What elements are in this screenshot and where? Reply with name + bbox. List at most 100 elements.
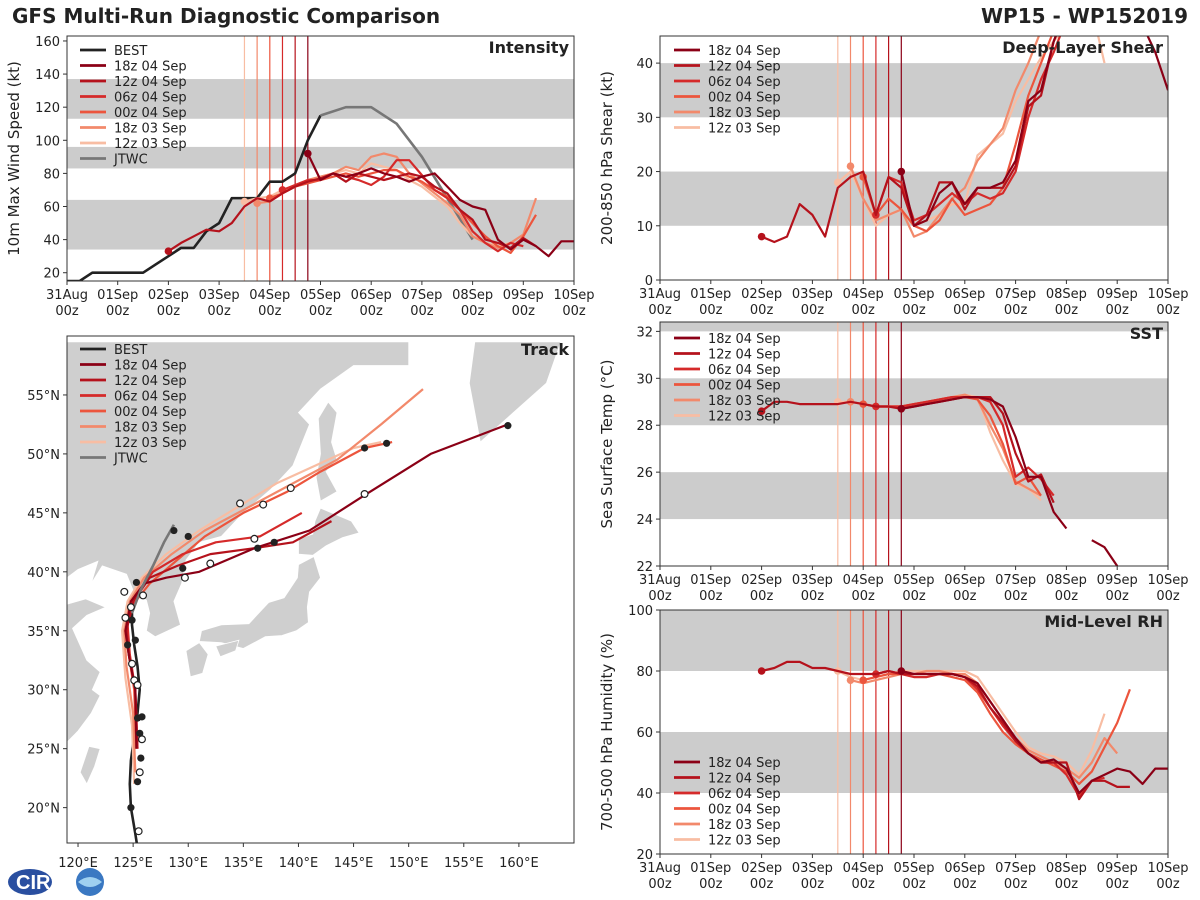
legend-label: 00z 04 Sep [708,803,781,818]
x-tick-label-hour: 00z [1055,877,1079,892]
y-tick-label: 40 [636,787,653,802]
series-start-marker [897,405,906,413]
y-axis-label: Sea Surface Temp (°C) [598,359,616,528]
y-tick-label: 140 [35,68,60,83]
panel-title: Track [521,340,569,359]
x-tick-label: 02Sep [741,287,782,302]
globe-swirl [78,877,102,887]
legend-label: 12z 03 Sep [708,122,781,137]
track-marker-filled [504,422,512,430]
track-marker-open [250,534,259,543]
y-tick-label: 30 [636,111,653,126]
legend-label: 12z 03 Sep [114,137,187,152]
legend-label: 18z 03 Sep [114,122,187,137]
x-tick-label-hour: 00z [902,589,926,604]
cira-logo: CIRA [8,868,104,896]
series-start-marker [757,667,766,675]
x-tick-label-hour: 00z [1004,589,1028,604]
lon-tick-label: 160°E [499,856,539,871]
x-tick-label: 04Sep [843,861,884,876]
best-track-line [67,114,322,281]
y-tick-label: 22 [636,560,653,575]
x-tick-label: 07Sep [995,573,1036,588]
track-marker-filled [270,538,278,546]
x-tick-label: 07Sep [995,861,1036,876]
series-line-3 [862,36,1053,233]
x-tick-label: 02Sep [741,573,782,588]
shade-band [67,79,574,119]
x-tick-label-hour: 00z [750,303,774,318]
track-marker-open [128,659,137,668]
x-tick-label-hour: 00z [801,303,825,318]
y-tick-label: 20 [636,166,653,181]
legend-label: BEST [114,44,147,59]
track-marker-open [286,484,295,493]
legend-label: JTWC [113,452,148,467]
lon-tick-label: 120°E [58,856,98,871]
x-tick-label: 31Aug [639,573,681,588]
shade-band [660,378,1168,426]
track-marker-open [126,603,135,612]
y-tick-label: 40 [43,234,60,249]
legend-label: 00z 04 Sep [708,91,781,106]
y-tick-label: 80 [636,665,653,680]
y-axis-label: 10m Max Wind Speed (kt) [5,61,23,256]
series-start-marker [240,197,249,206]
track-marker-open [137,735,146,744]
series-start-marker [846,162,855,170]
x-tick-label: 01Sep [97,288,138,303]
x-tick-label: 02Sep [741,861,782,876]
series-start-marker [757,232,766,241]
legend-label: 06z 04 Sep [114,91,187,106]
legend-label: 18z 04 Sep [114,60,187,75]
panel-title: Mid-Level RH [1044,612,1163,631]
track-marker-filled [383,439,391,447]
track-marker-filled [127,804,135,812]
legend-label: 12z 04 Sep [708,348,781,363]
lat-tick-label: 20°N [27,802,60,817]
lat-tick-label: 50°N [27,448,60,463]
x-tick-label-hour: 00z [106,304,130,319]
y-tick-label: 30 [636,372,653,387]
lon-tick-label: 140°E [279,856,319,871]
track-marker-open [135,768,144,777]
x-tick-label: 03Sep [792,861,833,876]
x-tick-label-hour: 00z [461,304,485,319]
x-tick-label-hour: 00z [648,589,672,604]
x-tick-label-hour: 00z [750,589,774,604]
track-marker-filled [184,532,192,541]
series-start-marker [859,676,867,684]
legend-label: 12z 04 Sep [114,374,187,389]
track-marker-open [120,587,129,596]
x-tick-label: 10Sep [1147,573,1188,588]
legend-label: 18z 04 Sep [114,359,187,374]
x-tick-label: 07Sep [995,287,1036,302]
legend-label: 00z 04 Sep [114,106,187,121]
legend-label: 18z 04 Sep [708,332,781,347]
y-tick-label: 26 [636,466,653,481]
sst-panel: 22242628303231Aug00z01Sep00z02Sep00z03Se… [598,321,1189,604]
x-tick-label: 05Sep [893,861,934,876]
legend-label: 12z 03 Sep [114,436,187,451]
y-tick-label: 0 [645,274,653,289]
x-tick-label-hour: 00z [360,304,384,319]
x-tick-label-hour: 00z [852,303,876,318]
y-tick-label: 10 [636,220,653,235]
track-panel: 120°E 125°E 130°E 135°E 140°E 145°E 150°E 155°E… [27,335,575,871]
track-marker-filled [254,544,262,552]
series-line-1 [167,172,537,253]
legend-label: 12z 04 Sep [708,60,781,75]
x-tick-label: 04Sep [843,287,884,302]
x-tick-label-hour: 00z [55,304,79,319]
track-marker-filled [179,564,187,572]
x-tick-label: 31Aug [639,287,681,302]
series-start-marker [897,667,906,675]
storm-id: WP15 - WP152019 [981,4,1188,28]
land-sakhalin [315,401,338,502]
x-tick-label: 06Sep [944,287,985,302]
x-tick-label-hour: 00z [1156,589,1180,604]
land-kamchatka [468,341,562,443]
shade-band [660,171,1168,226]
jtwc-track-line [130,524,176,614]
